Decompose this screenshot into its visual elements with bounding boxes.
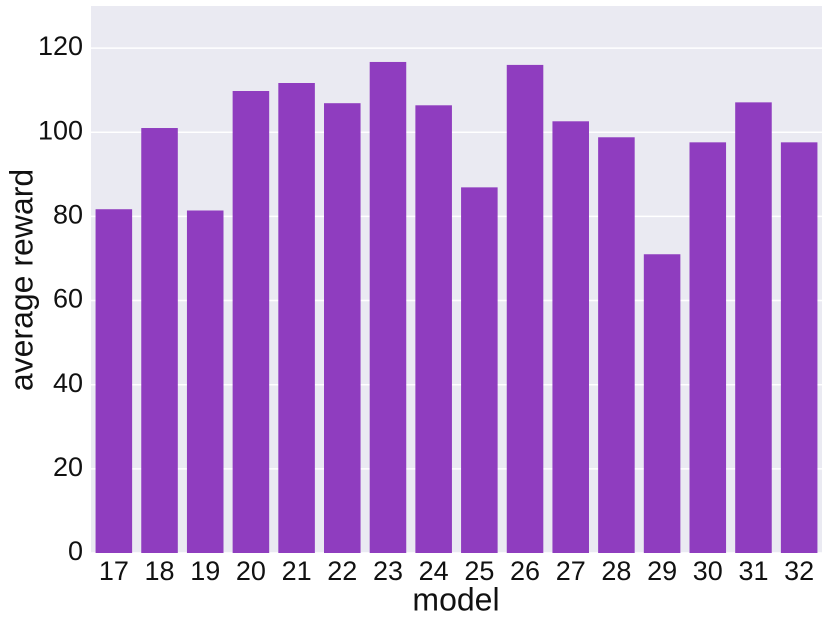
bar	[643, 254, 681, 553]
x-tick-label: 20	[236, 556, 266, 586]
bar	[186, 210, 224, 554]
x-axis-label: model	[412, 581, 499, 617]
x-tick-label: 26	[510, 556, 540, 586]
x-tick-label: 25	[464, 556, 494, 586]
x-tick-label: 29	[647, 556, 677, 586]
bar	[278, 83, 315, 554]
y-tick-label: 20	[53, 452, 83, 482]
x-tick-label: 24	[419, 556, 449, 586]
bar	[415, 105, 452, 553]
x-tick-label: 28	[601, 556, 631, 586]
y-tick-label: 60	[53, 284, 83, 314]
x-tick-label: 17	[99, 556, 129, 586]
bar	[324, 103, 361, 553]
bar	[689, 142, 727, 553]
x-tick-label: 31	[738, 556, 768, 586]
x-tick-label: 19	[190, 556, 220, 586]
bar	[780, 142, 818, 553]
y-axis-label: average reward	[3, 169, 39, 391]
x-tick-label: 18	[145, 556, 175, 586]
bar	[141, 128, 178, 553]
x-tick-label: 22	[327, 556, 357, 586]
x-tick-label: 27	[556, 556, 586, 586]
y-tick-label: 120	[38, 31, 83, 61]
bar	[369, 61, 407, 553]
bar	[232, 90, 270, 553]
bar	[552, 121, 589, 553]
bar	[506, 64, 544, 554]
x-tick-label: 30	[693, 556, 723, 586]
x-tick-label: 21	[282, 556, 312, 586]
y-tick-label: 80	[53, 200, 83, 230]
bar	[598, 137, 635, 553]
bar	[95, 209, 133, 553]
y-tick-label: 100	[38, 115, 83, 145]
bar	[461, 187, 498, 553]
y-tick-label: 0	[68, 536, 83, 566]
y-tick-label: 40	[53, 368, 83, 398]
x-tick-label: 32	[784, 556, 814, 586]
x-tick-label: 23	[373, 556, 403, 586]
bar	[735, 102, 772, 554]
